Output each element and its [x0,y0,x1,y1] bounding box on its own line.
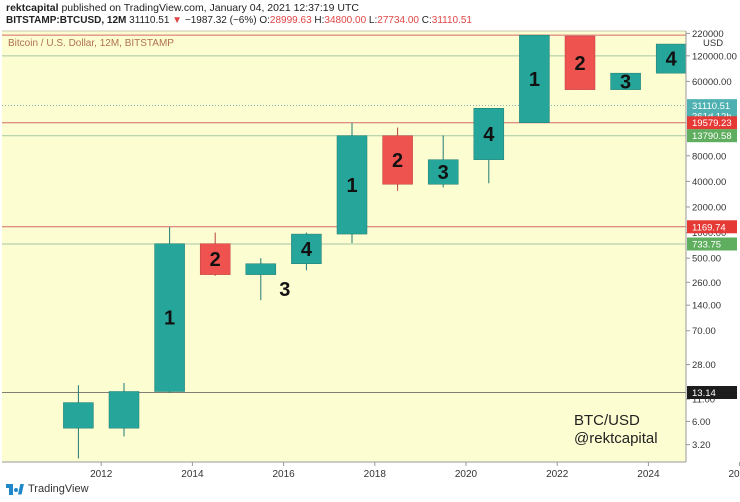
candles [63,34,687,459]
price-tick-label: 1000.00 [692,228,726,239]
price-tick-label: 11.00 [692,395,715,406]
price-tick-label: 2000.00 [692,202,726,213]
time-axis[interactable]: 2012 2014 2016 2018 2020 2022 2024 2026 [2,461,740,480]
cycle-label-2021: 1 [529,69,540,91]
publish-header: rektcapital published on TradingView.com… [6,2,359,14]
open-value: 28999.63 [269,15,312,26]
price-badge-bg [687,116,737,130]
cycle-label-2024: 4 [666,49,678,71]
price-tick-label: 8000.00 [692,151,726,162]
price-tick-label: 3.20 [692,440,711,451]
candle-body-2016 [291,233,322,264]
last-price: 31110.51 [129,15,170,26]
candle-body-2021 [519,34,550,123]
candle-body-2015 [245,263,277,275]
low-label: L: [368,15,378,26]
cycle-label-2017: 1 [346,175,357,197]
cycle-label-2015: 3 [279,279,290,301]
candle-body-2024 [655,43,687,74]
price-badge-bg [687,220,737,234]
cycle-label-2022: 2 [574,53,585,75]
price-tick-label: 120000.00 [692,51,737,62]
price-badge-label: 13790.58 [692,131,732,142]
time-tick-label: 2014 [181,469,204,480]
price-tick-label: 140.00 [692,301,721,312]
price-badges: 31110.51361d 12h19579.2313790.581169.747… [687,99,737,399]
price-badge-bg [687,385,737,399]
time-tick-label: 2020 [455,469,478,480]
candle-body-2012 [108,391,140,429]
annotation-handle: @rektcapital [574,430,658,447]
candle-body-2022 [564,35,596,90]
chart-title: Bitcoin / U.S. Dollar, 12M, BITSTAMP [8,38,174,49]
price-tick-label: 4000.00 [692,177,726,188]
cycle-label-2016: 4 [301,239,313,261]
author-name[interactable]: rektcapital [6,2,59,14]
symbol-label: BITSTAMP:BTCUSD, 12M [6,15,127,26]
candle-body-2017 [336,135,368,235]
price-badge-label: 1169.74 [692,222,726,233]
cycle-label-2020: 4 [483,124,495,146]
low-value: 27734.00 [377,15,419,26]
price-badge-label: 31110.51 [692,101,730,112]
time-tick-label: 2012 [90,469,113,480]
cycle-label-2014: 2 [210,249,221,271]
plot-area[interactable] [2,31,686,462]
publish-info: published on TradingView.com, January 04… [61,2,359,14]
ohlc-header: BITSTAMP:BTCUSD, 12M 31110.51 ▼ −1987.32… [6,15,472,26]
close-value: 31110.51 [431,15,472,26]
close-label: C: [421,15,432,26]
candle-body-2014 [199,243,231,275]
price-badge-bg [687,99,737,113]
price-badge-bg [687,129,737,143]
brand-name: TradingView [28,483,89,495]
time-tick-label: 2016 [272,469,295,480]
cycle-label-2018: 2 [392,150,403,172]
time-tick-label: 2022 [546,469,569,480]
cycle-label-2023: 3 [620,71,631,93]
candle-body-2013 [154,243,185,392]
tradingview-brand[interactable]: TradingView [6,483,89,495]
down-arrow-icon: ▼ [172,15,183,26]
open-label: O: [259,15,270,26]
high-value: 34800.00 [324,15,367,26]
price-badge-label: 19579.23 [692,118,732,129]
price-axis[interactable]: 3.20 6.00 11.00 28.00 70.00 140.00 260.00 500.0… [685,29,737,462]
cycle-label-2013: 1 [164,308,175,330]
price-tick-label: 260.00 [692,278,721,289]
price-tick-label: 220000 [692,29,724,40]
price-tick-label: 60000.00 [692,77,732,88]
cycle-label-2019: 3 [438,162,449,184]
price-badge-bg [687,237,737,251]
price-tick-label: 500.00 [692,254,721,265]
currency-label: USD [703,38,723,49]
annotation-pair: BTC/USD [574,412,640,429]
candle-body-2023 [610,72,641,90]
price-badge-label: 13.14 [692,388,716,399]
candle-body-2018 [382,135,413,185]
price-badge-label: 733.75 [692,239,721,250]
price-change: −1987.32 (−6%) [184,15,257,26]
time-tick-label: 2024 [637,469,660,480]
price-tick-label: 28.00 [692,360,716,371]
price-tick-label: 70.00 [692,326,716,337]
time-tick-label: 2026 [728,469,740,480]
candle-body-2011 [63,402,94,429]
time-tick-label: 2018 [364,469,387,480]
high-label: H: [314,15,325,26]
candle-body-2019 [427,159,459,185]
tradingview-logo-icon [6,483,24,495]
candle-body-2020 [473,107,505,160]
price-tick-label: 6.00 [692,417,711,428]
